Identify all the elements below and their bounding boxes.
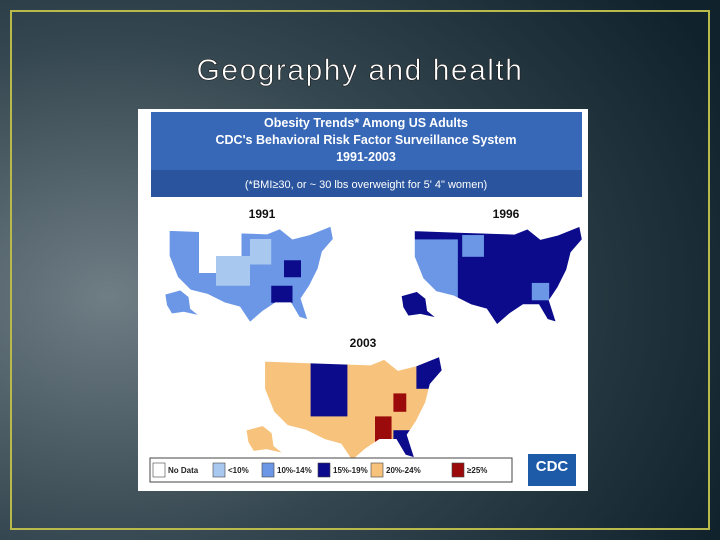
region: [250, 239, 272, 265]
region: [393, 393, 407, 412]
legend-swatch: [152, 462, 166, 478]
region: [310, 361, 348, 417]
legend-swatch: [451, 462, 465, 478]
legend-label: 20%-24%: [386, 466, 421, 475]
legend-swatch: [370, 462, 384, 478]
legend-label: 15%-19%: [333, 466, 368, 475]
slide-title: Geography and health: [197, 54, 524, 87]
legend: No Data <10% 10%-14% 15%-19% 20%-24% ≥25%: [152, 462, 487, 478]
region: [375, 416, 392, 444]
header-line: Obesity Trends* Among US Adults: [264, 116, 468, 130]
logo: CDC: [536, 458, 569, 475]
legend-swatch: [261, 462, 275, 478]
legend-label: No Data: [168, 466, 199, 475]
header-line: 1991-2003: [336, 150, 396, 164]
map-year: 2003: [350, 336, 377, 350]
region: [271, 285, 293, 303]
map-year: 1996: [493, 207, 520, 221]
legend-label: 10%-14%: [277, 466, 312, 475]
legend-swatch: [317, 462, 331, 478]
header-line: CDC's Behavioral Risk Factor Surveillanc…: [215, 133, 516, 147]
header-note: (*BMI≥30, or ~ 30 lbs overweight for 5' …: [245, 179, 487, 191]
region: [216, 256, 250, 286]
logo-box: [528, 454, 576, 486]
region: [284, 260, 301, 278]
region: [531, 282, 550, 301]
legend-swatch: [212, 462, 226, 478]
slide-border: [10, 10, 710, 530]
map-year: 1991: [249, 207, 276, 221]
legend-label: ≥25%: [467, 466, 487, 475]
figure: Obesity Trends* Among US Adults CDC's Be…: [138, 109, 588, 491]
legend-label: <10%: [228, 466, 249, 475]
note-band: [151, 170, 582, 197]
region: [462, 235, 484, 257]
legend-frame: [149, 457, 513, 483]
header-band: [151, 112, 582, 170]
